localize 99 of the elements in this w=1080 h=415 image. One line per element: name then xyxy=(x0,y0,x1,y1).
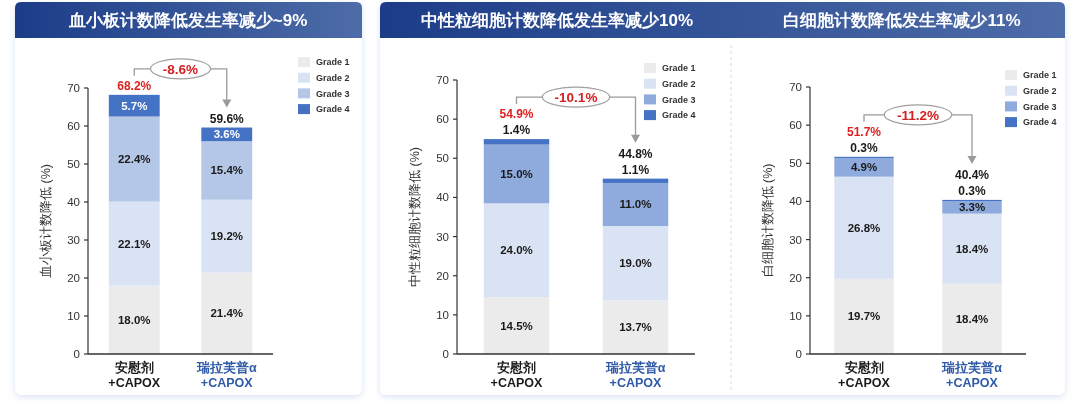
y-tick-label: 10 xyxy=(789,309,802,322)
bar xyxy=(108,116,160,202)
bar xyxy=(602,300,669,354)
bar xyxy=(602,226,669,301)
y-tick-label: 10 xyxy=(67,310,80,323)
bar xyxy=(834,278,894,354)
y-tick-label: 60 xyxy=(789,119,802,132)
data-label: 11.0% xyxy=(619,198,652,211)
legend-label: Grade 4 xyxy=(316,104,350,115)
bar xyxy=(201,272,253,354)
total-label: 54.9% xyxy=(499,107,534,122)
y-tick-label: 30 xyxy=(436,230,449,243)
chart-title: 血小板计数降低发生率减少~9% xyxy=(67,10,308,30)
legend-label: Grade 4 xyxy=(1023,117,1057,128)
text: -8.6% xyxy=(162,61,199,77)
bar xyxy=(602,178,669,183)
data-label: 0.3% xyxy=(958,183,986,198)
data-label: 18.4% xyxy=(955,242,989,255)
bar xyxy=(483,297,550,354)
y-tick-label: 60 xyxy=(436,113,449,126)
data-label: 15.0% xyxy=(500,167,533,180)
legend-label: Grade 4 xyxy=(662,110,696,121)
data-label: 22.4% xyxy=(117,153,151,166)
bar xyxy=(483,144,550,204)
data-label: 1.1% xyxy=(621,162,650,177)
y-tick-label: 70 xyxy=(67,82,80,95)
x-tick-label: 瑞拉芙普α +CAPOX xyxy=(195,360,257,390)
data-label: 4.9% xyxy=(850,161,878,174)
y-tick-label: 20 xyxy=(67,272,80,285)
data-label: 21.4% xyxy=(210,307,244,320)
data-label: 14.5% xyxy=(500,319,533,332)
y-tick-label: 40 xyxy=(67,196,80,209)
data-label: 19.7% xyxy=(847,310,881,323)
x-tick-label: 瑞拉芙普α +CAPOX xyxy=(604,360,666,390)
data-label: 5.7% xyxy=(121,99,148,112)
data-label: 1.4% xyxy=(502,123,531,138)
legend-label: Grade 3 xyxy=(316,88,350,99)
y-tick-label: 20 xyxy=(789,271,802,284)
data-label: 26.8% xyxy=(847,221,881,234)
data-label: 13.7% xyxy=(619,321,652,334)
chart-title: 中性粒细胞计数降低发生率减少10% xyxy=(420,10,694,30)
legend-label: Grade 2 xyxy=(662,78,696,89)
legend-label: Grade 3 xyxy=(662,94,696,105)
data-label: 3.3% xyxy=(958,201,986,214)
legend-label: Grade 2 xyxy=(1023,85,1057,96)
annotation: -11.2% xyxy=(896,107,940,123)
y-tick-label: 60 xyxy=(67,120,80,133)
data-label: 22.1% xyxy=(117,237,151,250)
x-tick-label: 瑞拉芙普α +CAPOX xyxy=(941,360,1003,390)
legend-label: Grade 1 xyxy=(316,57,350,68)
y-tick-label: 0 xyxy=(73,348,80,361)
total-label: 44.8% xyxy=(618,146,653,161)
y-tick-label: 50 xyxy=(789,157,802,170)
legend-label: Grade 2 xyxy=(316,72,350,83)
y-tick-label: 70 xyxy=(789,81,802,94)
y-tick-label: 20 xyxy=(436,269,449,282)
bar xyxy=(834,176,894,279)
data-label: 18.0% xyxy=(117,313,151,326)
y-tick-label: 40 xyxy=(436,191,449,204)
x-tick-label: 安慰剂 +CAPOX xyxy=(490,360,544,390)
legend-label: Grade 3 xyxy=(1023,101,1057,112)
bar xyxy=(483,203,550,298)
legend-label: Grade 1 xyxy=(1023,70,1057,81)
total-label: 59.6% xyxy=(209,111,245,126)
x-tick-label: 安慰剂 +CAPOX xyxy=(108,360,161,390)
y-tick-label: 10 xyxy=(436,308,449,321)
bar xyxy=(108,201,160,286)
y-tick-label: 0 xyxy=(795,348,802,361)
y-axis-title: 血小板计数降低 (%) xyxy=(39,164,54,278)
y-tick-label: 50 xyxy=(436,152,449,165)
y-tick-label: 70 xyxy=(436,74,449,87)
bar xyxy=(201,199,253,273)
y-tick-label: 30 xyxy=(67,234,80,247)
bar xyxy=(108,285,160,354)
data-label: 19.0% xyxy=(619,257,652,270)
bar xyxy=(201,141,253,200)
y-axis-title: 中性粒细胞计数降低 (%) xyxy=(408,147,423,287)
y-axis-title: 白细胞计数降低 (%) xyxy=(761,163,776,278)
data-label: 19.2% xyxy=(210,230,244,243)
chart-title: 白细胞计数降低发生率减少11% xyxy=(783,10,1021,30)
data-label: 0.3% xyxy=(850,140,878,155)
data-label: 3.6% xyxy=(213,128,240,141)
total-label: 68.2% xyxy=(117,78,152,93)
y-tick-label: 30 xyxy=(789,233,802,246)
bar xyxy=(942,283,1002,354)
total-label: 51.7% xyxy=(846,124,882,139)
bar xyxy=(483,139,550,145)
bar xyxy=(602,182,669,226)
data-label: 24.0% xyxy=(500,244,533,257)
data-label: 18.4% xyxy=(955,312,989,325)
bar xyxy=(942,213,1002,284)
legend-label: Grade 1 xyxy=(662,63,696,74)
annotation: -10.1% xyxy=(554,89,598,105)
y-tick-label: 40 xyxy=(789,195,802,208)
data-label: 15.4% xyxy=(210,164,244,177)
y-tick-label: 0 xyxy=(442,348,449,361)
x-tick-label: 安慰剂 +CAPOX xyxy=(838,360,891,390)
total-label: 40.4% xyxy=(954,167,990,182)
y-tick-label: 50 xyxy=(67,158,80,171)
